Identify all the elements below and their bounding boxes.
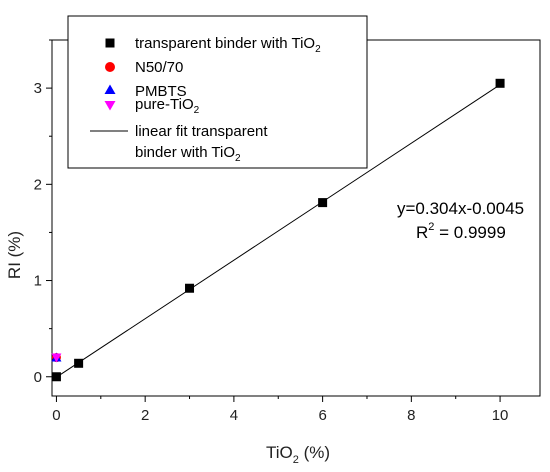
x-axis-label-after: (%) [299, 443, 330, 462]
x-tick-label: 10 [492, 407, 509, 424]
legend: transparent binder with TiO2 N50/70 PMBT… [67, 15, 368, 169]
x-axis: 0 2 4 6 8 10 [52, 396, 508, 424]
data-point-square [318, 198, 328, 208]
x-tick-label: 6 [318, 407, 326, 424]
legend-label-fit-line2: binder with TiO2 [135, 144, 241, 164]
x-tick-label: 2 [141, 407, 149, 424]
x-tick-label: 4 [230, 407, 238, 424]
legend-marker-pure-tio2 [104, 101, 116, 111]
data-point-square [495, 78, 505, 88]
x-axis-label-sub: 2 [293, 454, 299, 466]
legend-label-n50-70: N50/70 [135, 59, 183, 76]
fit-r-squared-sup: 2 [428, 221, 434, 233]
legend-label-pmbts: PMBTS [135, 83, 187, 100]
data-point-square [74, 358, 84, 368]
legend-label-binder: transparent binder with TiO2 [135, 35, 321, 55]
data-point-square [185, 283, 195, 293]
fit-r-squared-value: = 0.9999 [434, 223, 505, 242]
data-point-triangle-down [51, 353, 62, 363]
y-axis: 0 1 2 3 [34, 39, 52, 386]
y-tick-label: 2 [34, 176, 42, 193]
legend-box [67, 15, 368, 169]
fit-equation: y=0.304x-0.0045 [397, 199, 524, 218]
legend-label-fit-line1: linear fit transparent [135, 123, 268, 140]
legend-marker-pmbts [104, 84, 116, 94]
y-tick-label: 3 [34, 80, 42, 97]
fit-line [56, 84, 501, 378]
legend-label-binder-main: transparent binder with TiO [135, 35, 315, 52]
data-point-square [51, 372, 61, 382]
fit-line-layer [56, 84, 501, 378]
fit-r-squared-prefix: R [416, 223, 428, 242]
legend-marker-binder [105, 38, 115, 48]
fit-annotation: y=0.304x-0.0045 R2 = 0.9999 [397, 199, 524, 242]
x-axis-label: TiO2 (%) [266, 443, 330, 466]
legend-label-binder-sub: 2 [315, 44, 321, 55]
legend-label-fit-line2-sub: 2 [235, 153, 241, 164]
y-tick-label: 1 [34, 273, 42, 290]
fit-r-squared: R2 = 0.9999 [416, 221, 506, 242]
y-tick-label: 0 [34, 369, 42, 386]
y-axis-label: RI (%) [5, 231, 24, 279]
legend-label-fit-line2-main: binder with TiO [135, 144, 235, 161]
x-tick-label: 0 [52, 407, 60, 424]
x-tick-label: 8 [407, 407, 415, 424]
x-axis-label-main: TiO [266, 443, 293, 462]
legend-label-pure-tio2-sub: 2 [194, 105, 200, 116]
data-points-layer [51, 78, 505, 382]
legend-marker-n50-70 [105, 62, 115, 72]
legend-label-pure-tio2-main: pure-TiO [135, 96, 194, 113]
legend-label-pure-tio2: pure-TiO2 [135, 96, 200, 116]
